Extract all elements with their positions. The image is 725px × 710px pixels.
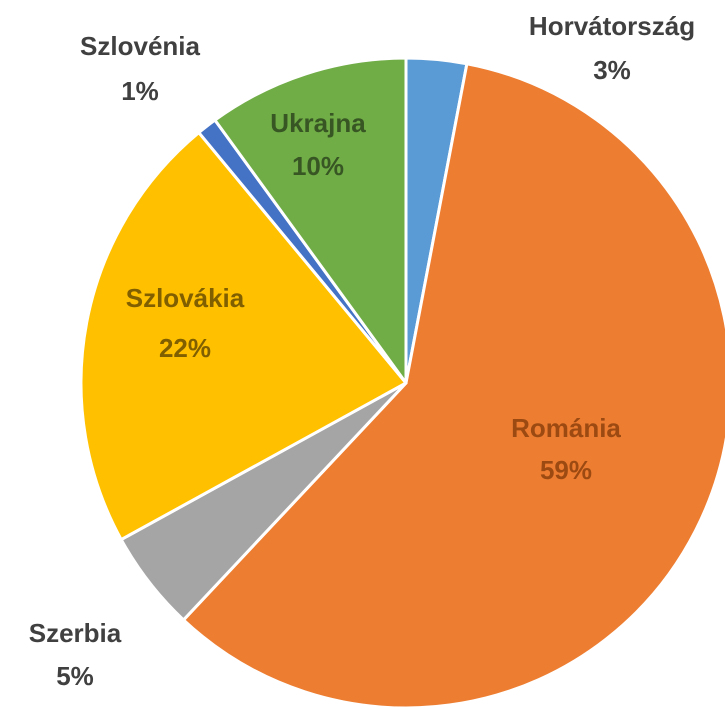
slice-label: Szlovénia bbox=[80, 31, 200, 61]
slice-value-label: 3% bbox=[593, 55, 631, 85]
pie-slice bbox=[182, 62, 725, 710]
slice-label: Szerbia bbox=[29, 618, 122, 648]
slice-value-label: 5% bbox=[56, 661, 94, 691]
slice-value-label: 1% bbox=[121, 76, 159, 106]
slice-label: Horvátország bbox=[529, 11, 695, 41]
pie-slice bbox=[213, 56, 408, 385]
slice-label: Szlovákia bbox=[126, 283, 245, 313]
slice-value-label: 22% bbox=[159, 333, 211, 363]
pie-slice bbox=[79, 131, 408, 542]
slice-label: Románia bbox=[511, 413, 621, 443]
slice-value-label: 10% bbox=[292, 151, 344, 181]
slice-value-label: 59% bbox=[540, 455, 592, 485]
slice-label: Ukrajna bbox=[270, 108, 366, 138]
